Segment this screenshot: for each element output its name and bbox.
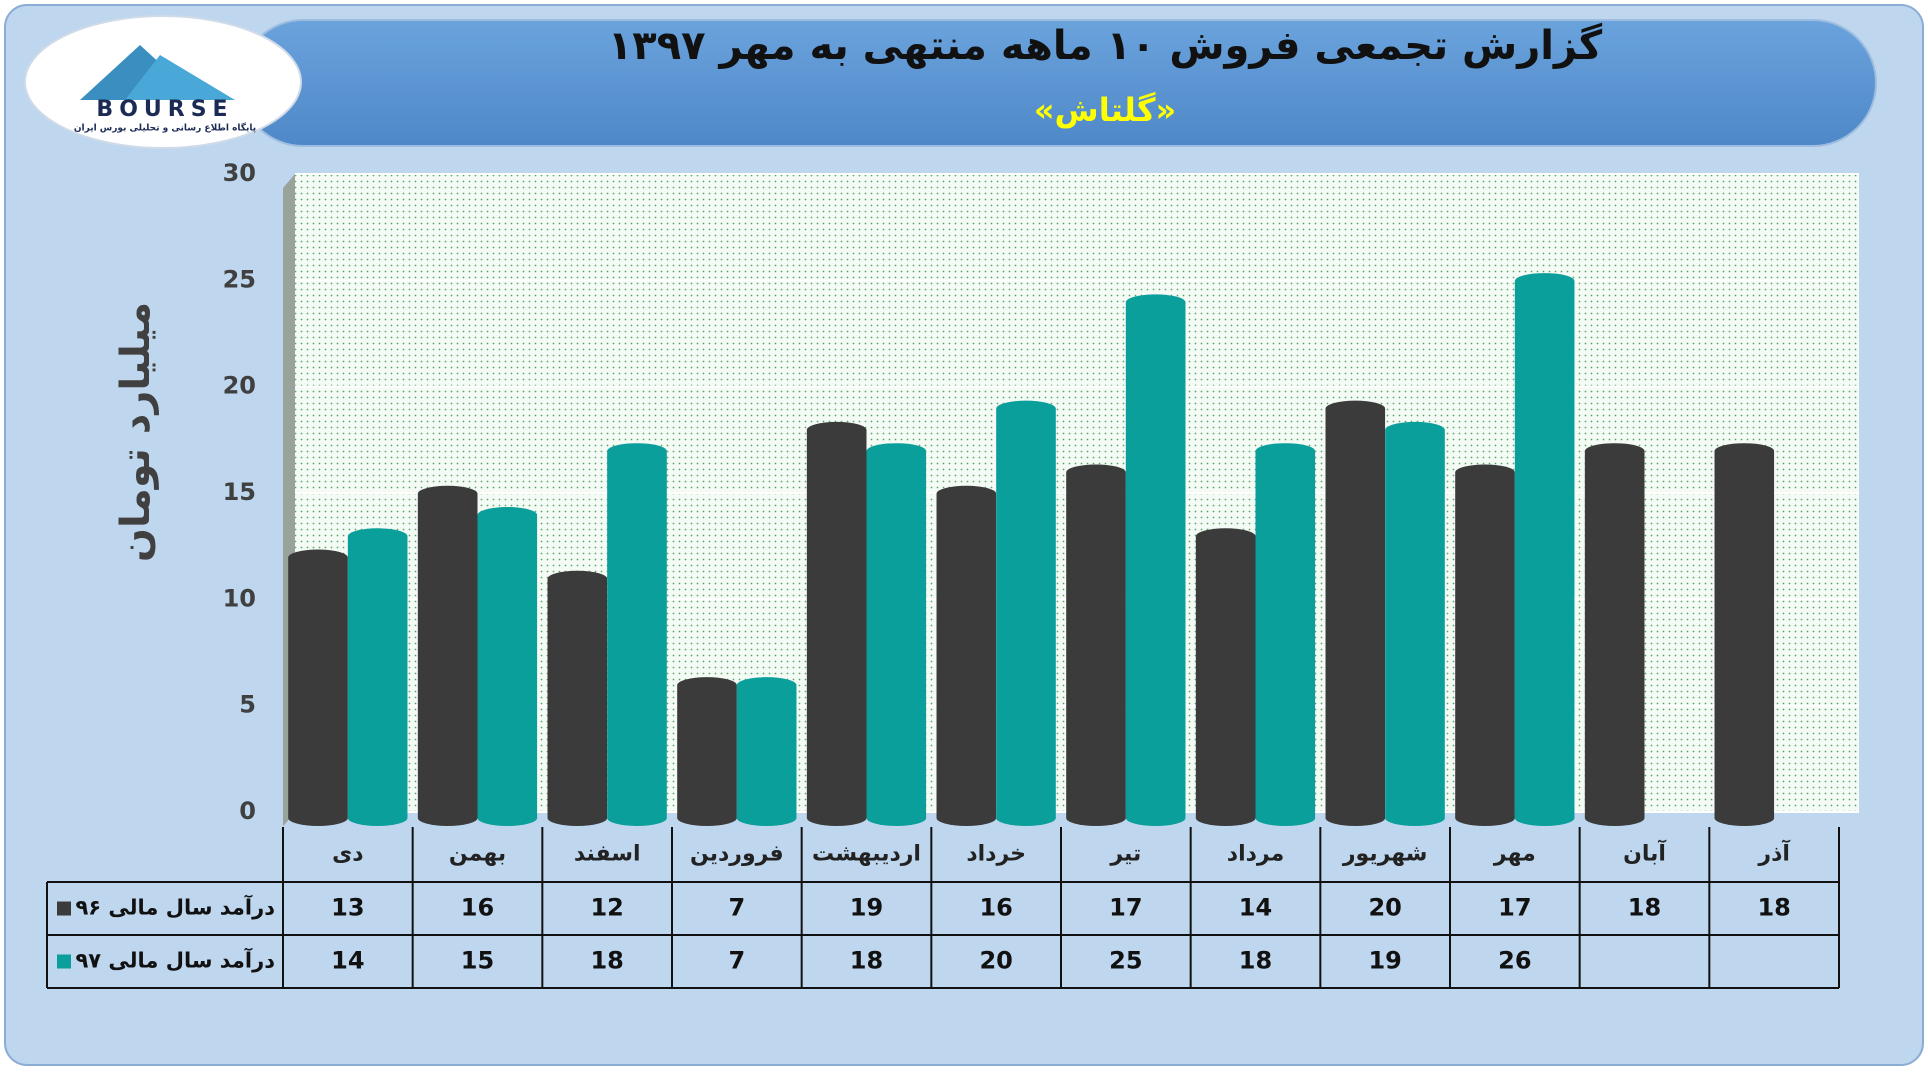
data-table-value: 15 (461, 947, 494, 975)
data-table-value: 17 (1109, 894, 1142, 922)
bar (1125, 294, 1186, 826)
x-tick-label: مرداد (1227, 842, 1284, 867)
legend-swatch (57, 954, 71, 969)
chart-subtitle: «گلتاش» (1034, 91, 1176, 129)
data-table-value: 20 (1368, 894, 1401, 922)
data-table-value: 14 (331, 947, 364, 975)
data-table-value: 16 (461, 894, 494, 922)
y-axis-label: میلیارد تومان (113, 302, 159, 562)
legend-label: درآمد سال مالی ۹۶ (75, 895, 275, 920)
data-table-value: 18 (590, 947, 623, 975)
bar (288, 549, 348, 826)
x-tick-label: اسفند (574, 842, 641, 867)
data-table-value: 26 (1498, 947, 1531, 975)
data-table-value: 25 (1109, 947, 1142, 975)
x-tick-label: اردیبهشت (812, 842, 921, 867)
bar (1514, 273, 1575, 827)
bar (477, 507, 538, 826)
bar (996, 400, 1056, 826)
bar (417, 485, 478, 826)
data-table-value: 19 (850, 894, 883, 922)
data-table-value: 20 (979, 947, 1012, 975)
data-table: دی بهمن اسفند فروردین اردیبهشت خرداد تیر مرداد ش… (46, 827, 1840, 989)
data-table-value: 13 (331, 894, 364, 922)
y-tick-label: 5 (239, 691, 256, 719)
bar (936, 485, 997, 826)
bar (1066, 464, 1126, 826)
legend-label: درآمد سال مالی ۹۷ (75, 948, 275, 973)
bar (347, 528, 408, 826)
x-tick-label: فروردین (690, 842, 784, 867)
logo-brand: BOURSE (96, 97, 233, 122)
x-tick-label: مهر (1493, 842, 1536, 867)
chart-title: گزارش تجمعی فروش ۱۰ ماهه منتهی به مهر ۱۳… (608, 22, 1603, 69)
data-table-value: 18 (850, 947, 883, 975)
bar (866, 443, 927, 826)
legend-swatch (57, 901, 71, 916)
x-tick-label: شهریور (1342, 842, 1428, 867)
x-tick-label: آبان (1623, 839, 1666, 867)
y-tick-label: 10 (223, 584, 256, 612)
logo: BOURSE پایگاه اطلاع رسانی و تحلیلی بورس … (24, 15, 302, 149)
bar (1455, 464, 1515, 826)
data-table-value: 12 (590, 894, 623, 922)
data-table-value: 18 (1239, 947, 1272, 975)
data-table-value: 17 (1498, 894, 1531, 922)
data-table-value: 7 (728, 894, 745, 922)
bar (1385, 421, 1445, 826)
bar (736, 677, 797, 826)
bar (1325, 400, 1386, 826)
bar (677, 677, 737, 826)
data-table-value: 18 (1757, 894, 1790, 922)
data-table-value: 16 (979, 894, 1012, 922)
y-tick-label: 20 (223, 372, 256, 400)
data-table-value: 19 (1368, 947, 1401, 975)
logo-shape (125, 55, 235, 100)
x-tick-label: آذر (1757, 839, 1790, 867)
bar (1714, 443, 1775, 826)
y-tick-label: 30 (223, 159, 256, 187)
bar (1584, 443, 1645, 826)
bars (288, 273, 1775, 827)
x-tick-label: خرداد (966, 842, 1026, 867)
data-table-value: 14 (1239, 894, 1272, 922)
bar (1255, 443, 1316, 826)
bar (547, 570, 608, 826)
y-tick-label: 15 (223, 478, 256, 506)
y-tick-label: 0 (239, 797, 256, 825)
x-tick-label: تیر (1109, 842, 1141, 867)
logo-tagline: پایگاه اطلاع رسانی و تحلیلی بورس ایران (74, 122, 256, 134)
x-tick-label: دی (332, 842, 363, 867)
bar (1195, 528, 1256, 826)
data-table-value: 18 (1628, 894, 1661, 922)
bar (806, 421, 867, 826)
bar (607, 443, 667, 826)
x-tick-label: بهمن (449, 842, 506, 867)
y-tick-label: 25 (223, 265, 256, 293)
data-table-value: 7 (728, 947, 745, 975)
